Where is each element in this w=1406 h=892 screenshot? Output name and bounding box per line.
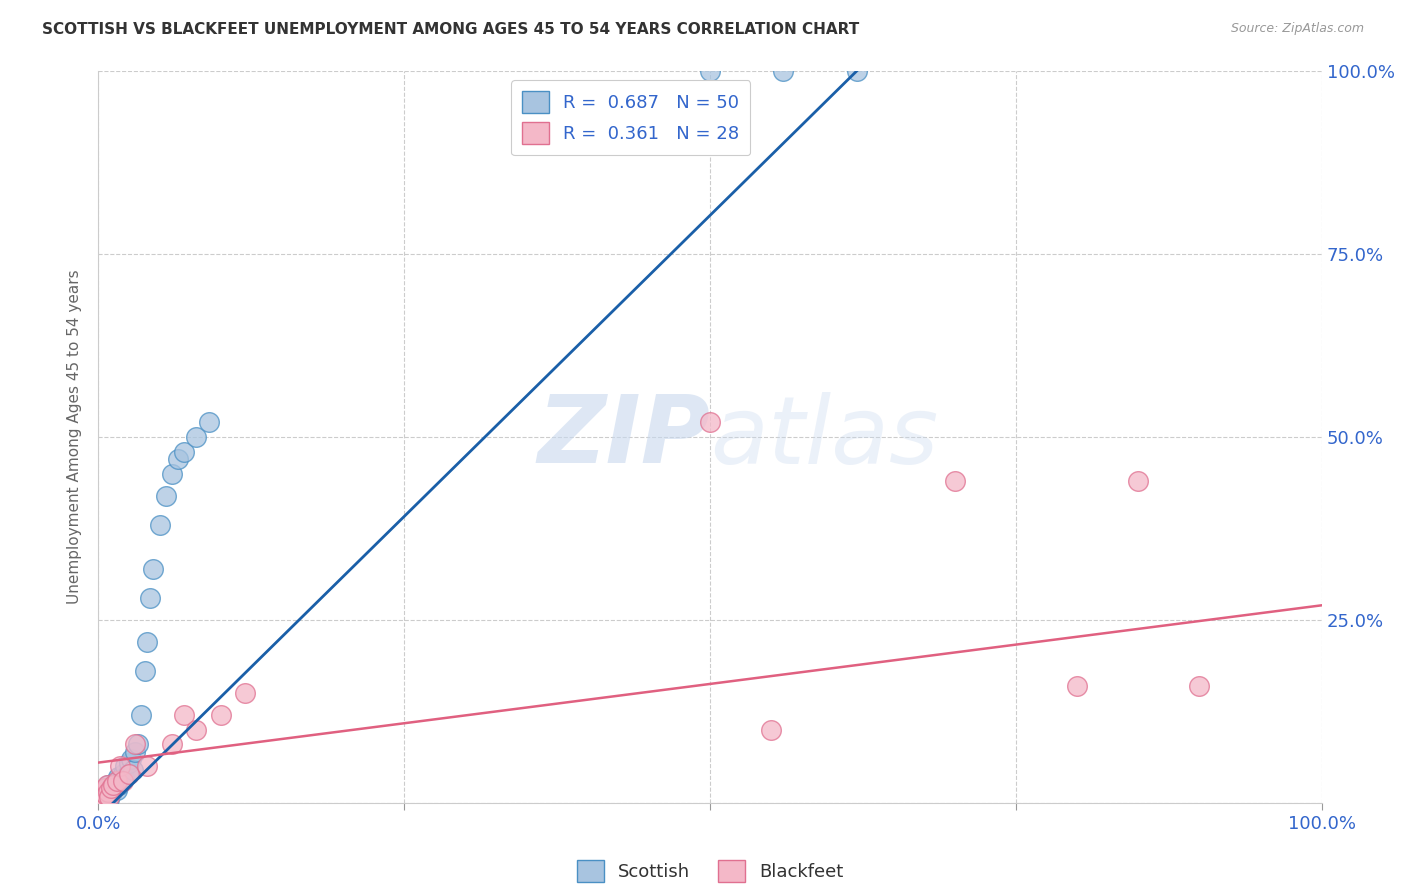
Point (108, 777, 131, 792)
Point (93, 781, 115, 796)
Point (761, 723, 783, 737)
Point (100, 780, 122, 794)
Legend: Scottish, Blackfeet: Scottish, Blackfeet (569, 853, 851, 888)
Point (111, 773, 134, 788)
Point (155, 489, 177, 503)
Point (136, 635, 159, 649)
Point (104, 773, 127, 788)
Point (89, 792, 111, 806)
Point (93, 787, 115, 801)
Point (89, 792, 111, 806)
Text: ZIP: ZIP (537, 391, 710, 483)
Point (97, 789, 120, 803)
Point (100, 787, 122, 801)
Point (124, 745, 146, 759)
Point (110, 759, 132, 773)
Point (97, 777, 120, 792)
Text: Source: ZipAtlas.com: Source: ZipAtlas.com (1230, 22, 1364, 36)
Point (1128, 474, 1150, 488)
Point (91, 782, 114, 797)
Point (209, 708, 232, 723)
Point (197, 416, 219, 430)
Point (91, 785, 114, 799)
Point (127, 737, 149, 751)
Point (103, 777, 125, 792)
Point (121, 763, 143, 777)
Point (90, 789, 112, 803)
Point (1188, 679, 1211, 693)
Point (118, 766, 141, 780)
Point (124, 737, 146, 751)
Point (186, 430, 208, 444)
Point (105, 782, 128, 797)
Point (111, 766, 134, 780)
Point (98, 782, 121, 797)
Point (96, 785, 118, 799)
Point (139, 591, 162, 605)
Point (101, 781, 124, 796)
Point (167, 452, 190, 467)
Point (90, 789, 112, 804)
Point (105, 773, 128, 788)
Point (101, 785, 124, 799)
Point (91, 785, 114, 799)
Point (129, 708, 152, 723)
Point (233, 686, 256, 700)
Point (173, 444, 195, 458)
Point (1066, 679, 1088, 693)
Point (845, 64, 868, 78)
Point (943, 474, 966, 488)
Point (149, 517, 172, 532)
Point (96, 777, 118, 792)
Point (118, 756, 141, 770)
Text: atlas: atlas (710, 392, 938, 483)
Point (120, 752, 142, 766)
Point (136, 759, 159, 773)
Point (160, 737, 183, 751)
Point (186, 723, 208, 737)
Point (110, 772, 132, 787)
Point (91, 789, 114, 803)
Point (699, 416, 721, 430)
Point (90, 787, 112, 801)
Point (114, 759, 136, 773)
Point (160, 467, 183, 481)
Point (94, 781, 117, 796)
Point (98, 792, 121, 806)
Point (98, 789, 121, 804)
Point (142, 562, 165, 576)
Point (173, 708, 195, 723)
Point (91, 792, 114, 806)
Point (93, 792, 115, 806)
Point (772, 64, 794, 78)
Point (112, 770, 135, 784)
Point (97, 785, 120, 799)
Y-axis label: Unemployment Among Ages 45 to 54 years: Unemployment Among Ages 45 to 54 years (67, 269, 83, 605)
Point (94, 789, 117, 803)
Point (100, 781, 122, 796)
Text: SCOTTISH VS BLACKFEET UNEMPLOYMENT AMONG AGES 45 TO 54 YEARS CORRELATION CHART: SCOTTISH VS BLACKFEET UNEMPLOYMENT AMONG… (42, 22, 859, 37)
Point (91, 789, 114, 804)
Point (699, 64, 721, 78)
Point (107, 770, 129, 784)
Point (117, 766, 139, 780)
Point (134, 664, 156, 678)
Point (101, 777, 124, 792)
Point (94, 789, 117, 804)
